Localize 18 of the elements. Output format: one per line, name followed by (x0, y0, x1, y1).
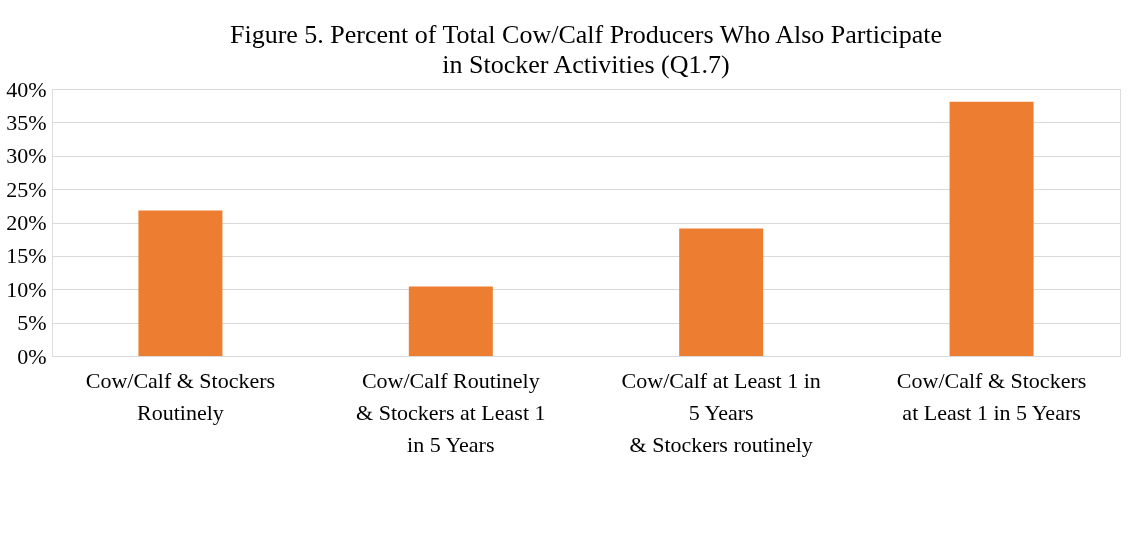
x-tick-label: Cow/Calf & Stockers at Least 1 in 5 Years (896, 367, 1087, 425)
bar (679, 228, 764, 356)
y-tick-label: 25% (6, 176, 47, 202)
x-tick-label: Cow/Calf & Stockers Routinely (85, 367, 276, 425)
bar (138, 210, 223, 356)
chart-title: Figure 5. Percent of Total Cow/Calf Producers Who Also Participate in Stocker Activities (Q1.7) (229, 20, 943, 79)
x-tick-label: Cow/Calf at Least 1 in 5 Years & Stockers routinely (621, 367, 821, 457)
bar (408, 286, 493, 356)
y-tick-label: 10% (6, 276, 47, 302)
y-tick-label: 40% (6, 76, 47, 102)
y-tick-label: 30% (6, 143, 47, 169)
y-tick-label: 5% (17, 310, 47, 336)
y-tick-label: 35% (6, 109, 47, 135)
bar (949, 101, 1034, 356)
y-tick-label: 15% (6, 243, 47, 269)
y-tick-label: 20% (6, 210, 47, 235)
y-tick-label: 0% (17, 343, 47, 369)
x-tick-label: Cow/Calf Routinely & Stockers at Least 1 in 5 Years (356, 367, 546, 457)
